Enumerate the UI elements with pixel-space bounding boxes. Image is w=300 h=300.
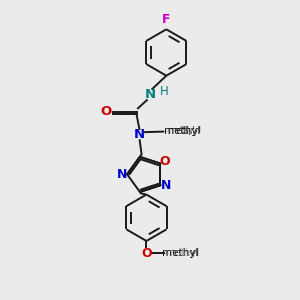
Text: O: O <box>159 155 170 168</box>
Text: methyl: methyl <box>165 248 199 258</box>
Text: O: O <box>101 106 112 118</box>
Text: methyl: methyl <box>165 249 194 258</box>
Text: methyl: methyl <box>168 127 195 136</box>
Text: methyl: methyl <box>162 248 199 258</box>
Text: H: H <box>160 85 168 98</box>
Text: methyl: methyl <box>165 253 170 254</box>
Text: methyl: methyl <box>162 248 201 258</box>
Text: N: N <box>117 169 127 182</box>
Text: methyl: methyl <box>168 127 198 136</box>
Text: N: N <box>144 88 156 100</box>
Text: F: F <box>162 13 171 26</box>
Text: methyl: methyl <box>164 131 169 132</box>
Text: methyl: methyl <box>167 127 206 136</box>
Text: N: N <box>160 179 171 192</box>
Text: O: O <box>141 247 152 260</box>
Text: methyl: methyl <box>167 126 201 136</box>
Text: methyl: methyl <box>164 126 200 136</box>
Text: N: N <box>134 128 145 141</box>
